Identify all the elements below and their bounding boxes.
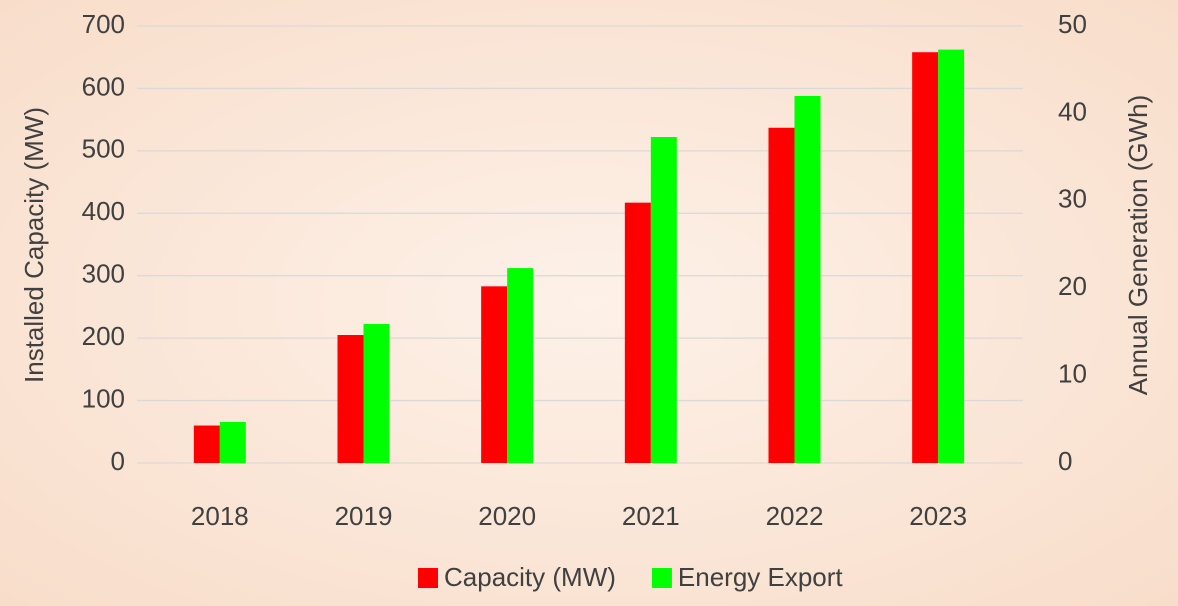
y-tick-label: 400 xyxy=(82,196,125,226)
bar xyxy=(193,425,220,463)
bar xyxy=(794,95,821,464)
y2-tick-label: 40 xyxy=(1058,96,1087,126)
bar xyxy=(938,49,965,464)
x-tick-label: 2019 xyxy=(335,501,393,531)
y-tick-label: 600 xyxy=(82,71,125,101)
x-tick-label: 2022 xyxy=(766,501,824,531)
y-tick-label: 0 xyxy=(111,446,125,476)
bar xyxy=(768,127,795,463)
y-axis-title: Installed Capacity (MW) xyxy=(19,107,49,383)
y2-tick-label: 20 xyxy=(1058,271,1087,301)
y2-axis-title: Annual Generation (GWh) xyxy=(1123,95,1153,396)
y-tick-label: 500 xyxy=(82,134,125,164)
bar xyxy=(650,136,677,464)
y-tick-label: 100 xyxy=(82,383,125,413)
y-tick-label: 200 xyxy=(82,321,125,351)
x-tick-label: 2018 xyxy=(191,501,249,531)
legend-swatch xyxy=(651,568,672,588)
bar xyxy=(624,202,651,463)
bar xyxy=(912,52,939,463)
bar xyxy=(337,335,364,463)
legend-label: Energy Export xyxy=(678,562,844,592)
y2-tick-label: 10 xyxy=(1058,358,1087,388)
legend-swatch xyxy=(418,568,438,588)
bar xyxy=(481,286,508,463)
y2-tick-label: 0 xyxy=(1058,446,1072,476)
y2-tick-label: 50 xyxy=(1058,9,1087,39)
x-tick-label: 2021 xyxy=(622,501,680,531)
y2-tick-label: 30 xyxy=(1058,184,1087,214)
bar xyxy=(507,268,534,463)
legend-label: Capacity (MW) xyxy=(444,562,616,592)
y-tick-label: 700 xyxy=(82,9,125,39)
x-tick-label: 2020 xyxy=(478,501,536,531)
y-tick-label: 300 xyxy=(82,259,125,289)
bar xyxy=(363,324,390,463)
x-tick-label: 2023 xyxy=(909,501,967,531)
bar xyxy=(219,421,246,463)
